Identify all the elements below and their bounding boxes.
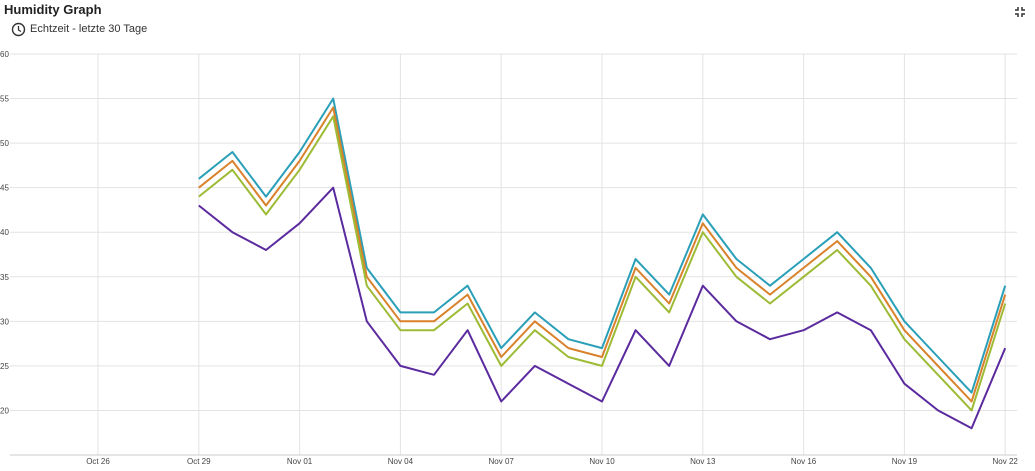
y-tick-label: 60 (0, 50, 9, 59)
y-tick-label: 30 (0, 317, 9, 326)
x-tick-label: Nov 07 (489, 457, 515, 466)
series-line (198, 115, 1007, 412)
collapse-button[interactable] (1014, 6, 1026, 18)
x-tick-label: Nov 13 (690, 457, 716, 466)
x-tick-label: Oct 26 (86, 457, 110, 466)
x-tick-label: Nov 10 (589, 457, 615, 466)
x-tick-label: Nov 01 (287, 457, 313, 466)
clock-icon (11, 22, 26, 37)
y-tick-label: 45 (0, 184, 9, 193)
x-tick-label: Nov 04 (388, 457, 414, 466)
y-tick-label: 35 (0, 273, 9, 282)
x-tick-label: Nov 19 (892, 457, 918, 466)
y-tick-label: 50 (0, 139, 9, 148)
time-range: Echtzeit - letzte 30 Tage (30, 23, 148, 35)
y-tick-label: 40 (0, 228, 9, 237)
series-line (198, 106, 1007, 403)
series-line (198, 97, 1007, 394)
card-title: Humidity Graph (4, 2, 102, 17)
x-tick-label: Nov 16 (791, 457, 817, 466)
y-tick-label: 55 (0, 95, 9, 104)
x-tick-label: Oct 29 (187, 457, 211, 466)
y-tick-label: 20 (0, 406, 9, 415)
y-tick-label: 25 (0, 362, 9, 371)
series-line (198, 186, 1007, 430)
x-tick-label: Nov 22 (993, 457, 1019, 466)
